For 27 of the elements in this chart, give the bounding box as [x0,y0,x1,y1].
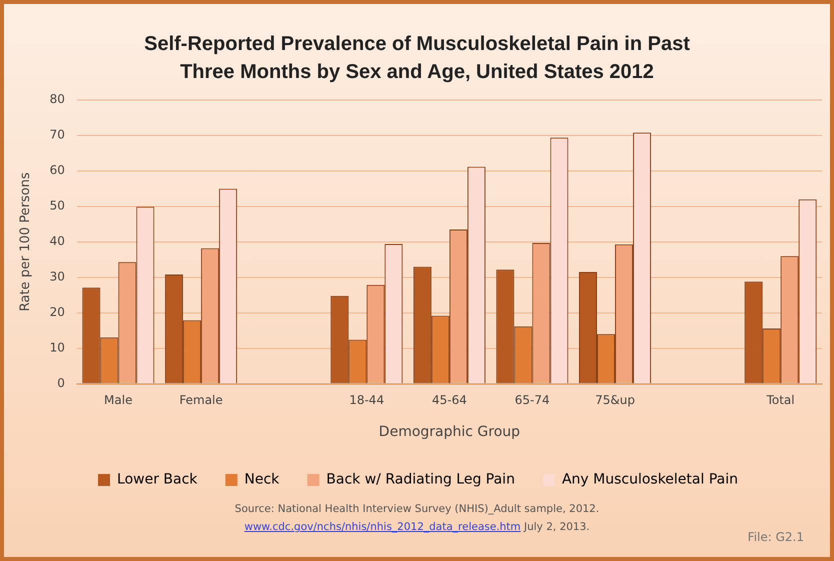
text: File: G2.1 [748,530,804,544]
x-tick-label: Total [766,393,795,408]
y-tick-label: 0 [57,376,65,390]
legend-label: Lower Back [117,472,198,488]
x-tick-label: Male [104,393,132,408]
chart-title: Self-Reported Prevalence of Musculoskeletal Pain in Past Three Months by Sex and Age, United States 2012 [143,32,691,85]
text: www.cdc.gov/nchs/nhis/nhis_2012_data_release.htm [244,521,521,533]
y-tick-label: 40 [50,234,65,248]
y-tick-label: 50 [50,198,65,213]
legend-label: Any Musculoskeletal Pain [562,472,738,488]
x-axis-title: Demographic Group [378,424,520,440]
legend-label: Neck [244,472,280,488]
x-tick-label: 18-44 [349,393,384,408]
x-tick-label: Female [179,393,223,408]
y-tick-label: 70 [50,128,65,142]
legend-label: Back w/ Radiating Leg Pain [326,472,515,488]
text: July 2, 2013. [524,521,590,533]
y-tick-label: 30 [50,270,65,284]
x-tick-label: 65-74 [514,393,550,408]
y-axis-title: Rate per 100 Persons [18,172,34,312]
x-tick-label: 75&up [595,393,635,408]
y-tick-label: 60 [50,163,65,178]
y-tick-label: 20 [50,304,65,319]
x-tick-label: 45-64 [432,393,467,408]
y-tick-label: 80 [50,92,65,106]
y-tick-label: 10 [50,340,65,354]
source-note: Source: National Health Interview Survey (NHIS)_Adult sample, 2012. [234,503,600,515]
